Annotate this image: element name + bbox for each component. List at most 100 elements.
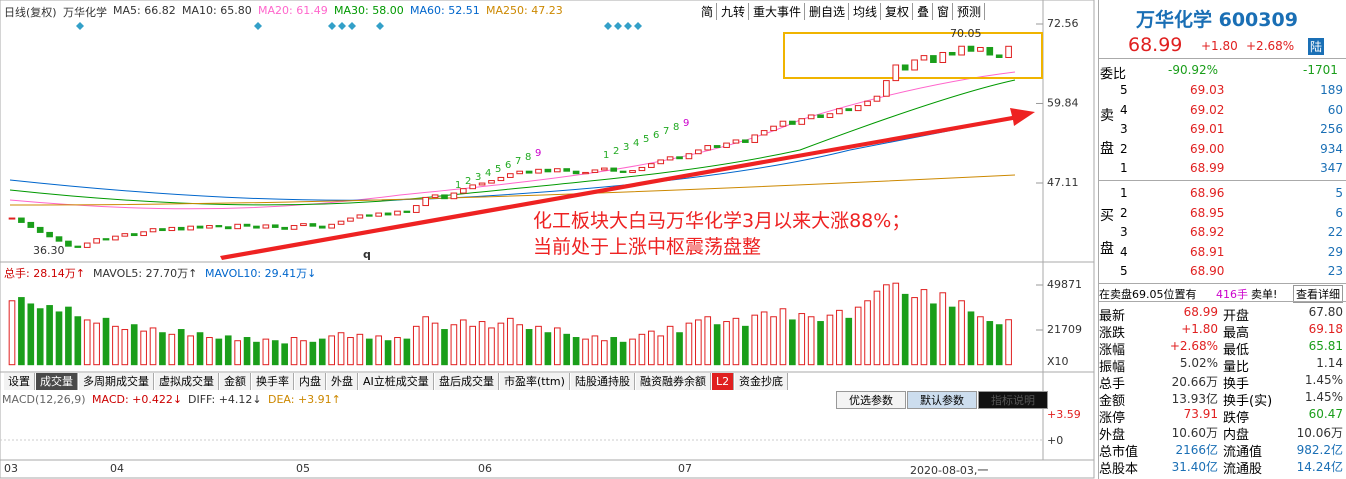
volume-bar [751, 314, 759, 366]
stat-value: 13.93亿 [1171, 392, 1218, 406]
count-label: 3 [623, 142, 630, 153]
indicator-tab[interactable]: AI立桩成交量 [359, 373, 434, 390]
side-label: 卖 [1100, 108, 1114, 124]
volume-bar [234, 340, 241, 366]
candle [638, 166, 646, 172]
volume-bar [826, 314, 834, 366]
ma-line [9, 174, 1016, 206]
side-label: 买 [1100, 208, 1114, 224]
notice-link[interactable]: 查看详细 [1293, 285, 1343, 303]
stat-label: 内盘 [1223, 428, 1250, 443]
level-volume: 934 [1320, 141, 1343, 156]
macd-button[interactable]: 指标说明 [978, 391, 1048, 409]
volume-bar [563, 333, 571, 366]
volume-bar [168, 333, 176, 366]
price-tick-label: 47.11 [1047, 176, 1079, 189]
candle [911, 59, 918, 71]
macd-button[interactable]: 默认参数 [907, 391, 977, 409]
toolbar-button[interactable]: 叠 [914, 3, 934, 20]
macd-legend: DIFF: +4.12↓ [188, 393, 262, 406]
candle [318, 225, 326, 229]
indicator-tab[interactable]: L2 [712, 373, 735, 390]
volume-bar [196, 332, 204, 366]
volume-bar [459, 319, 467, 366]
stat-value: 10.60万 [1171, 426, 1218, 440]
volume-bar [102, 317, 110, 366]
candle [836, 108, 843, 115]
volume-bar [789, 319, 796, 366]
toolbar-button[interactable]: 复权 [882, 3, 914, 20]
candle [666, 156, 674, 161]
level: 5 [1120, 83, 1128, 97]
indicator-tab[interactable]: 外盘 [327, 373, 358, 390]
indicator-tab[interactable]: 陆股通持股 [571, 373, 635, 390]
indicator-tab[interactable]: 盘后成交量 [435, 373, 499, 390]
toolbar-button[interactable]: 窗 [934, 3, 954, 20]
count-label: 1 [455, 180, 462, 191]
toolbar-button[interactable]: 简 [698, 3, 718, 20]
stat-value: 5.02% [1179, 356, 1218, 370]
candle [544, 168, 552, 173]
indicator-tab[interactable]: 设置 [4, 373, 35, 390]
candle [394, 210, 401, 216]
stat-label: 涨幅 [1099, 343, 1126, 358]
volume-bar [873, 290, 881, 366]
candle [497, 176, 505, 182]
indicator-tab[interactable]: 金额 [220, 373, 251, 390]
indicator-tab[interactable]: 内盘 [295, 373, 326, 390]
volume-bar [836, 309, 843, 366]
stat-value: +1.80 [1181, 322, 1218, 336]
toolbar-button[interactable]: 九转 [718, 3, 750, 20]
count-label: 3 [475, 172, 482, 183]
toolbar-button[interactable]: 删自选 [806, 3, 850, 20]
candle [309, 223, 317, 227]
date-label: 03 [4, 462, 18, 475]
volume-bar [610, 337, 618, 366]
toolbar-button[interactable]: 预测 [954, 3, 986, 20]
header-item: MA250: 47.23 [486, 4, 563, 17]
volume-bar [309, 341, 317, 366]
indicator-tab[interactable]: 换手率 [252, 373, 294, 390]
candle [535, 168, 542, 174]
count-label: 6 [505, 160, 512, 171]
indicator-tab[interactable]: 成交量 [36, 373, 78, 390]
stat-value: 60.47 [1308, 407, 1343, 421]
toolbar-button[interactable]: 重大事件 [750, 3, 806, 20]
stat-value: 1.45% [1304, 373, 1343, 387]
candle [8, 217, 16, 220]
volume-multiplier: X10 [1047, 355, 1069, 368]
indicator-tab[interactable]: 资金抄底 [735, 373, 788, 390]
candle [826, 113, 834, 118]
macd-button[interactable]: 优选参数 [836, 391, 906, 409]
volume-legend: MAVOL10: 29.41万↓ [205, 267, 317, 280]
panel-border [1098, 301, 1346, 302]
level-volume: 256 [1320, 122, 1343, 136]
level-price: 69.03 [1190, 83, 1225, 97]
indicator-tab[interactable]: 融资融券余额 [636, 373, 711, 390]
candle [770, 125, 777, 132]
volume-bar [469, 325, 477, 366]
candle [121, 233, 129, 237]
level-volume: 29 [1327, 244, 1343, 259]
candle [798, 118, 806, 125]
stat-value: 73.91 [1183, 407, 1218, 421]
indicator-tab[interactable]: 多周期成交量 [79, 373, 154, 390]
volume-bar [713, 324, 721, 366]
date-label: 06 [478, 462, 492, 475]
indicator-tab[interactable]: 市盈率(ttm) [500, 373, 570, 390]
date-label: 07 [678, 462, 692, 475]
candle [920, 55, 928, 61]
quote-tag: 陆 [1308, 38, 1325, 55]
candle [356, 214, 364, 219]
volume-bar [262, 338, 270, 366]
volume-bar [760, 311, 768, 366]
candle [384, 212, 392, 216]
volume-bar [995, 324, 1003, 366]
stat-value: 20.66万 [1171, 375, 1218, 389]
volume-bar [742, 325, 749, 366]
stat-label: 跌停 [1223, 411, 1250, 426]
candle [563, 168, 571, 172]
toolbar-button[interactable]: 均线 [850, 3, 882, 20]
indicator-tab[interactable]: 虚拟成交量 [155, 373, 219, 390]
weibi-label: 委比 [1100, 67, 1127, 82]
